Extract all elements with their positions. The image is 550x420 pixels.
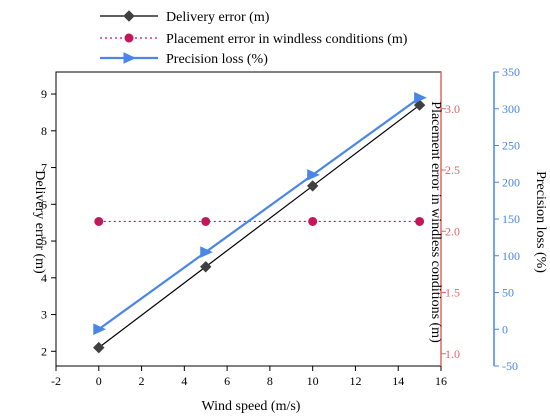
plot-area [55, 71, 442, 367]
right2-axis-tick-label: 250 [502, 139, 520, 153]
x-axis-tick-label: 12 [349, 374, 361, 388]
right2-axis-tick-label: 50 [502, 286, 514, 300]
series-point-1 [415, 216, 425, 226]
series-point-2 [414, 91, 427, 104]
series-point-1 [308, 216, 318, 226]
left-axis-tick-label: 2 [41, 344, 47, 358]
right2-axis-tick-label: 350 [502, 65, 520, 79]
legend-marker-2 [123, 52, 137, 64]
series-point-1 [94, 216, 104, 226]
plot-frame [55, 71, 442, 367]
x-axis-tick-label: -2 [51, 374, 61, 388]
legend-label-2: Precision loss (%) [166, 52, 268, 67]
right2-axis-tick-label: 300 [502, 102, 520, 116]
legend-label-0: Delivery error (m) [166, 10, 270, 25]
right1-axis-tick-label: 2.5 [445, 163, 460, 177]
right2-axis-tick-label: 150 [502, 212, 520, 226]
chart-marks [93, 91, 427, 354]
series-line-0 [98, 104, 420, 349]
right2-axis-tick-label: 200 [502, 175, 520, 189]
series-line-2 [98, 96, 421, 331]
left-axis-tick-label: 4 [41, 271, 47, 285]
legend-label-1: Placement error in windless conditions (… [166, 32, 408, 47]
legend: Delivery error (m) Placement error in win… [100, 10, 408, 67]
series-point-0 [306, 180, 319, 192]
left-axis-tick-label: 9 [41, 87, 47, 101]
left-axis-title: Delivery error (m) [32, 170, 47, 274]
x-axis-tick-label: 4 [181, 374, 187, 388]
x-axis-tick-label: 2 [139, 374, 145, 388]
x-axis-tick-label: 16 [435, 374, 447, 388]
left-axis-tick-label: 6 [41, 197, 47, 211]
x-axis-tick-label: 0 [96, 374, 102, 388]
series-point-2 [307, 169, 320, 181]
x-axis-tick-label: 8 [267, 374, 273, 388]
right1-axis-tick-label: 1.5 [445, 286, 460, 300]
left-axis-tick-label: 3 [41, 308, 47, 322]
x-axis-title: Wind speed (m/s) [202, 399, 301, 414]
right1-axis-tick-label: 1.0 [445, 347, 460, 361]
series-point-0 [413, 99, 426, 111]
right1-axis-title: Placement error in windless conditions (… [428, 101, 443, 343]
series-point-2 [200, 246, 213, 258]
left-axis-tick-label: 8 [41, 124, 47, 138]
right2-axis-tick-label: 0 [502, 322, 508, 336]
x-axis-tick-label: 10 [307, 374, 319, 388]
series-point-0 [93, 341, 105, 354]
right2-axis-tick-label: 100 [502, 249, 520, 263]
legend-marker-1 [124, 33, 134, 43]
series-point-0 [200, 261, 212, 273]
right1-axis-tick-label: 2.0 [445, 224, 460, 238]
left-axis-tick-label: 5 [41, 234, 47, 248]
legend-marker-0 [123, 10, 135, 22]
x-axis-tick-label: 14 [392, 374, 404, 388]
x-axis-tick-label: 6 [224, 374, 230, 388]
right1-axis-tick-label: 3.0 [445, 102, 460, 116]
right2-axis-tick-label: -50 [502, 359, 518, 373]
axes: -2 0 2 4 6 8 10 12 14 16 2 3 4 5 6 7 8 9 1.0 1.5 2.0 2.5 3.0 -5… [41, 65, 520, 388]
left-axis-tick-label: 7 [41, 161, 47, 175]
right2-axis-title: Precision loss (%) [533, 171, 548, 273]
series-point-1 [201, 216, 211, 226]
series-point-2 [93, 323, 106, 336]
